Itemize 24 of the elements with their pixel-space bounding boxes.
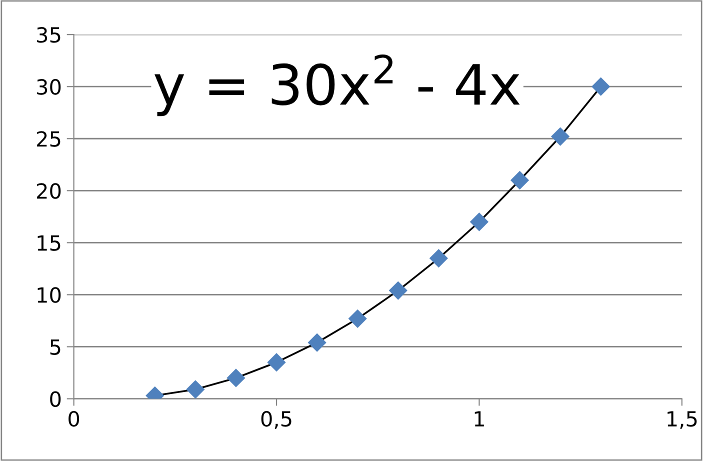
point <box>186 380 205 399</box>
annotation: y = 30x$^{2}$ - 4x <box>154 54 520 116</box>
point <box>470 212 489 232</box>
point <box>226 368 246 388</box>
point <box>550 127 570 146</box>
point <box>348 309 367 328</box>
point <box>308 333 326 352</box>
point <box>592 77 610 96</box>
y-tick-label: 5 <box>50 339 60 355</box>
y-tick-label: 10 <box>38 287 61 303</box>
point <box>388 281 408 300</box>
y-tick-label: 20 <box>37 183 61 199</box>
point <box>510 170 530 190</box>
x-tick-label: 0 <box>68 410 80 427</box>
point <box>429 248 448 268</box>
y-tick-label: 30 <box>37 79 61 95</box>
y-tick-label: 0 <box>50 391 61 407</box>
x-tick-label: 1 <box>474 411 484 426</box>
x-tick-label: 1,5 <box>668 411 697 429</box>
y-tick-label: 35 <box>37 27 60 43</box>
y-tick-label: 25 <box>37 131 60 147</box>
point <box>267 353 286 372</box>
y-tick-label: 15 <box>38 235 60 251</box>
x-tick-label: 0,5 <box>261 410 292 429</box>
